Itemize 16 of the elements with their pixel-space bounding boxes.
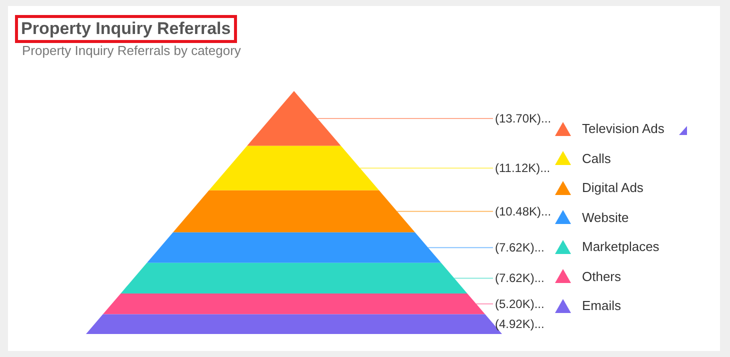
text: Property Inquiry Referrals	[15, 15, 237, 43]
data-label: (5.20K)...	[495, 296, 544, 311]
category-label: Digital Ads	[582, 180, 644, 196]
category-label: Marketplaces	[582, 239, 660, 254]
data-label: (4.92K)...	[495, 317, 544, 332]
category-label: Website	[582, 210, 629, 225]
data-label: (10.48K)...	[495, 204, 552, 218]
category-label: Others	[582, 268, 622, 284]
text: Property Inquiry Referrals by category	[22, 43, 241, 58]
data-label: (7.62K)...	[495, 271, 544, 286]
data-label: (7.62K)...	[495, 240, 544, 255]
data-label: (11.12K)...	[495, 161, 550, 176]
category-label: Television Ads	[582, 121, 664, 136]
category-label: Emails	[582, 298, 622, 314]
category-label: Calls	[582, 150, 611, 166]
data-label: (13.70K)...	[495, 111, 552, 126]
